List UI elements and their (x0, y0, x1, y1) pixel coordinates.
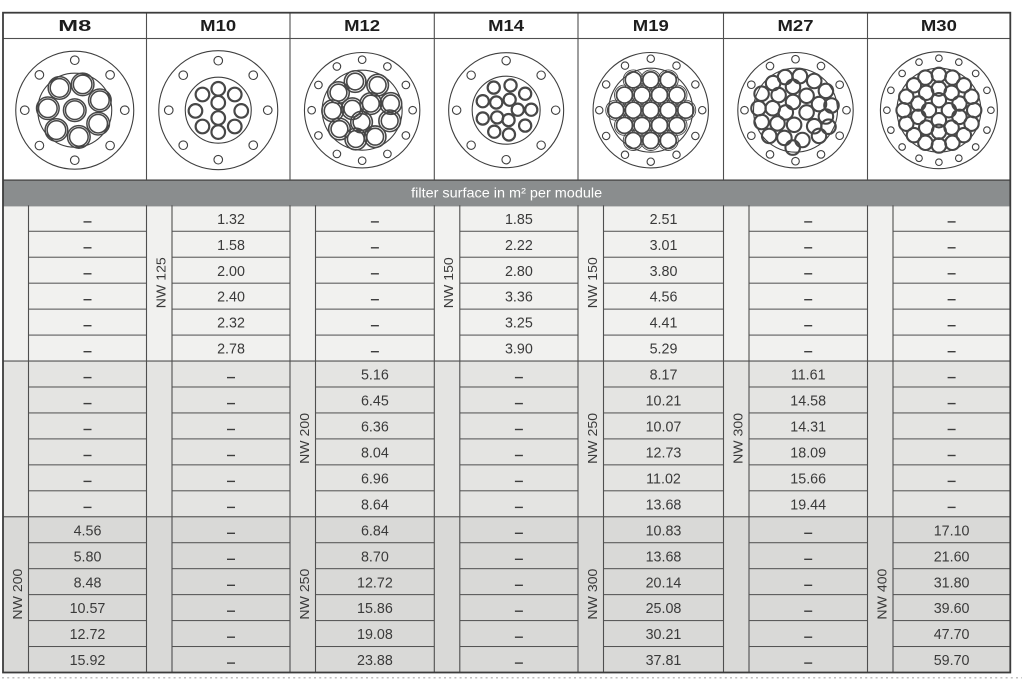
svg-text:6.96: 6.96 (361, 471, 389, 487)
svg-text:NW 250: NW 250 (585, 413, 600, 464)
svg-text:filter surface in m² per modul: filter surface in m² per module (411, 186, 602, 201)
svg-text:15.66: 15.66 (790, 471, 826, 487)
svg-text:NW 250: NW 250 (297, 569, 312, 620)
svg-text:2.80: 2.80 (505, 264, 533, 280)
svg-text:6.36: 6.36 (361, 420, 389, 436)
svg-text:5.16: 5.16 (361, 368, 389, 384)
svg-text:18.09: 18.09 (790, 446, 826, 462)
svg-text:12.72: 12.72 (357, 575, 393, 591)
svg-text:2.40: 2.40 (217, 290, 245, 306)
svg-text:NW 125: NW 125 (153, 257, 168, 308)
svg-text:M30: M30 (921, 18, 957, 35)
svg-text:8.70: 8.70 (361, 549, 389, 565)
svg-text:10.07: 10.07 (646, 420, 682, 436)
svg-text:4.56: 4.56 (74, 523, 102, 539)
svg-text:19.08: 19.08 (357, 627, 393, 643)
svg-text:M27: M27 (778, 18, 814, 35)
svg-text:6.84: 6.84 (361, 523, 389, 539)
svg-text:10.57: 10.57 (70, 601, 106, 617)
svg-text:11.61: 11.61 (791, 368, 826, 384)
svg-text:2.32: 2.32 (217, 316, 245, 332)
svg-text:2.51: 2.51 (650, 212, 678, 228)
svg-text:8.04: 8.04 (361, 446, 389, 462)
svg-text:2.22: 2.22 (505, 238, 533, 254)
svg-text:8.64: 8.64 (361, 497, 389, 513)
svg-text:31.80: 31.80 (934, 575, 970, 591)
svg-text:M14: M14 (488, 18, 524, 35)
svg-text:12.72: 12.72 (70, 627, 106, 643)
svg-text:23.88: 23.88 (357, 653, 393, 669)
svg-text:5.80: 5.80 (74, 549, 102, 565)
svg-text:2.78: 2.78 (217, 342, 245, 358)
svg-text:3.80: 3.80 (650, 264, 678, 280)
svg-text:NW 150: NW 150 (441, 257, 456, 308)
svg-text:10.83: 10.83 (646, 523, 682, 539)
svg-text:8.48: 8.48 (74, 575, 102, 591)
svg-text:13.68: 13.68 (646, 497, 682, 513)
svg-text:3.25: 3.25 (505, 316, 533, 332)
svg-text:15.92: 15.92 (70, 653, 106, 669)
svg-text:12.73: 12.73 (646, 446, 682, 462)
svg-text:14.31: 14.31 (790, 420, 826, 436)
svg-text:3.90: 3.90 (505, 342, 533, 358)
svg-text:M10: M10 (200, 18, 236, 35)
svg-text:30.21: 30.21 (646, 627, 682, 643)
svg-text:1.32: 1.32 (217, 212, 245, 228)
svg-text:11.02: 11.02 (646, 471, 681, 487)
svg-text:20.14: 20.14 (646, 575, 682, 591)
svg-text:21.60: 21.60 (934, 549, 970, 565)
svg-text:25.08: 25.08 (646, 601, 682, 617)
svg-text:59.70: 59.70 (934, 653, 970, 669)
svg-text:3.36: 3.36 (505, 290, 533, 306)
svg-text:NW 200: NW 200 (297, 413, 312, 464)
svg-text:2.00: 2.00 (217, 264, 245, 280)
svg-text:3.01: 3.01 (650, 238, 678, 254)
svg-text:6.45: 6.45 (361, 394, 389, 410)
svg-text:NW 400: NW 400 (875, 569, 890, 620)
svg-text:15.86: 15.86 (357, 601, 393, 617)
svg-text:NW 300: NW 300 (731, 413, 746, 464)
svg-text:14.58: 14.58 (790, 394, 826, 410)
svg-text:4.56: 4.56 (650, 290, 678, 306)
svg-text:13.68: 13.68 (646, 549, 682, 565)
svg-text:NW 300: NW 300 (585, 569, 600, 620)
svg-text:NW 200: NW 200 (10, 569, 25, 620)
svg-text:47.70: 47.70 (934, 627, 970, 643)
svg-text:5.29: 5.29 (650, 342, 678, 358)
svg-text:10.21: 10.21 (646, 394, 682, 410)
svg-text:17.10: 17.10 (934, 523, 970, 539)
svg-text:19.44: 19.44 (790, 497, 826, 513)
svg-text:4.41: 4.41 (650, 316, 678, 332)
svg-text:1.85: 1.85 (505, 212, 533, 228)
svg-text:39.60: 39.60 (934, 601, 970, 617)
svg-text:M8: M8 (58, 18, 92, 35)
svg-text:NW 150: NW 150 (585, 257, 600, 308)
svg-text:M19: M19 (633, 18, 669, 35)
svg-text:8.17: 8.17 (650, 368, 678, 384)
svg-text:1.58: 1.58 (217, 238, 245, 254)
svg-text:M12: M12 (344, 18, 380, 35)
svg-text:37.81: 37.81 (646, 653, 682, 669)
